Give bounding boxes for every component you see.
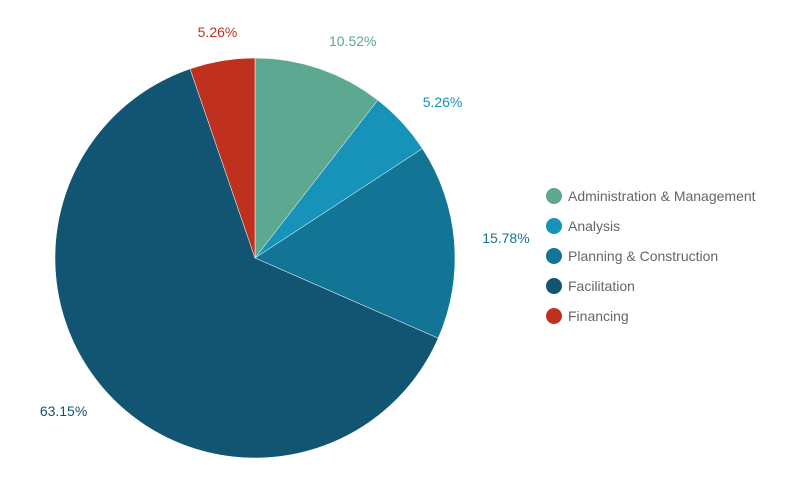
slice-value-label: 5.26% bbox=[423, 94, 463, 110]
legend-label: Facilitation bbox=[568, 278, 635, 294]
legend-item[interactable]: Planning & Construction bbox=[546, 241, 756, 271]
legend-swatch bbox=[546, 188, 562, 204]
legend-label: Administration & Management bbox=[568, 188, 756, 204]
legend-swatch bbox=[546, 308, 562, 324]
legend-item[interactable]: Analysis bbox=[546, 211, 756, 241]
legend-label: Planning & Construction bbox=[568, 248, 719, 264]
legend-swatch bbox=[546, 218, 562, 234]
legend-label: Analysis bbox=[568, 218, 621, 234]
legend-item[interactable]: Administration & Management bbox=[546, 181, 756, 211]
slice-value-label: 63.15% bbox=[40, 403, 87, 419]
legend-label: Financing bbox=[568, 308, 629, 324]
legend-swatch bbox=[546, 278, 562, 294]
slice-value-label: 10.52% bbox=[329, 33, 376, 49]
legend-item[interactable]: Facilitation bbox=[546, 271, 756, 301]
pie-slice[interactable] bbox=[189, 57, 256, 259]
pie-value-labels: 10.52% 5.26% 15.78% 63.15% 5.26% bbox=[40, 24, 530, 419]
slice-value-label: 5.26% bbox=[198, 24, 238, 40]
pie-slice[interactable] bbox=[54, 68, 439, 459]
legend-item[interactable]: Financing bbox=[546, 301, 756, 331]
pie-slice[interactable] bbox=[254, 148, 456, 339]
slice-value-label: 15.78% bbox=[482, 230, 529, 246]
legend-swatch bbox=[546, 248, 562, 264]
pie-slice[interactable] bbox=[254, 57, 379, 259]
chart-legend: Administration & Management Analysis Pla… bbox=[546, 181, 756, 331]
pie-slices bbox=[54, 57, 456, 459]
